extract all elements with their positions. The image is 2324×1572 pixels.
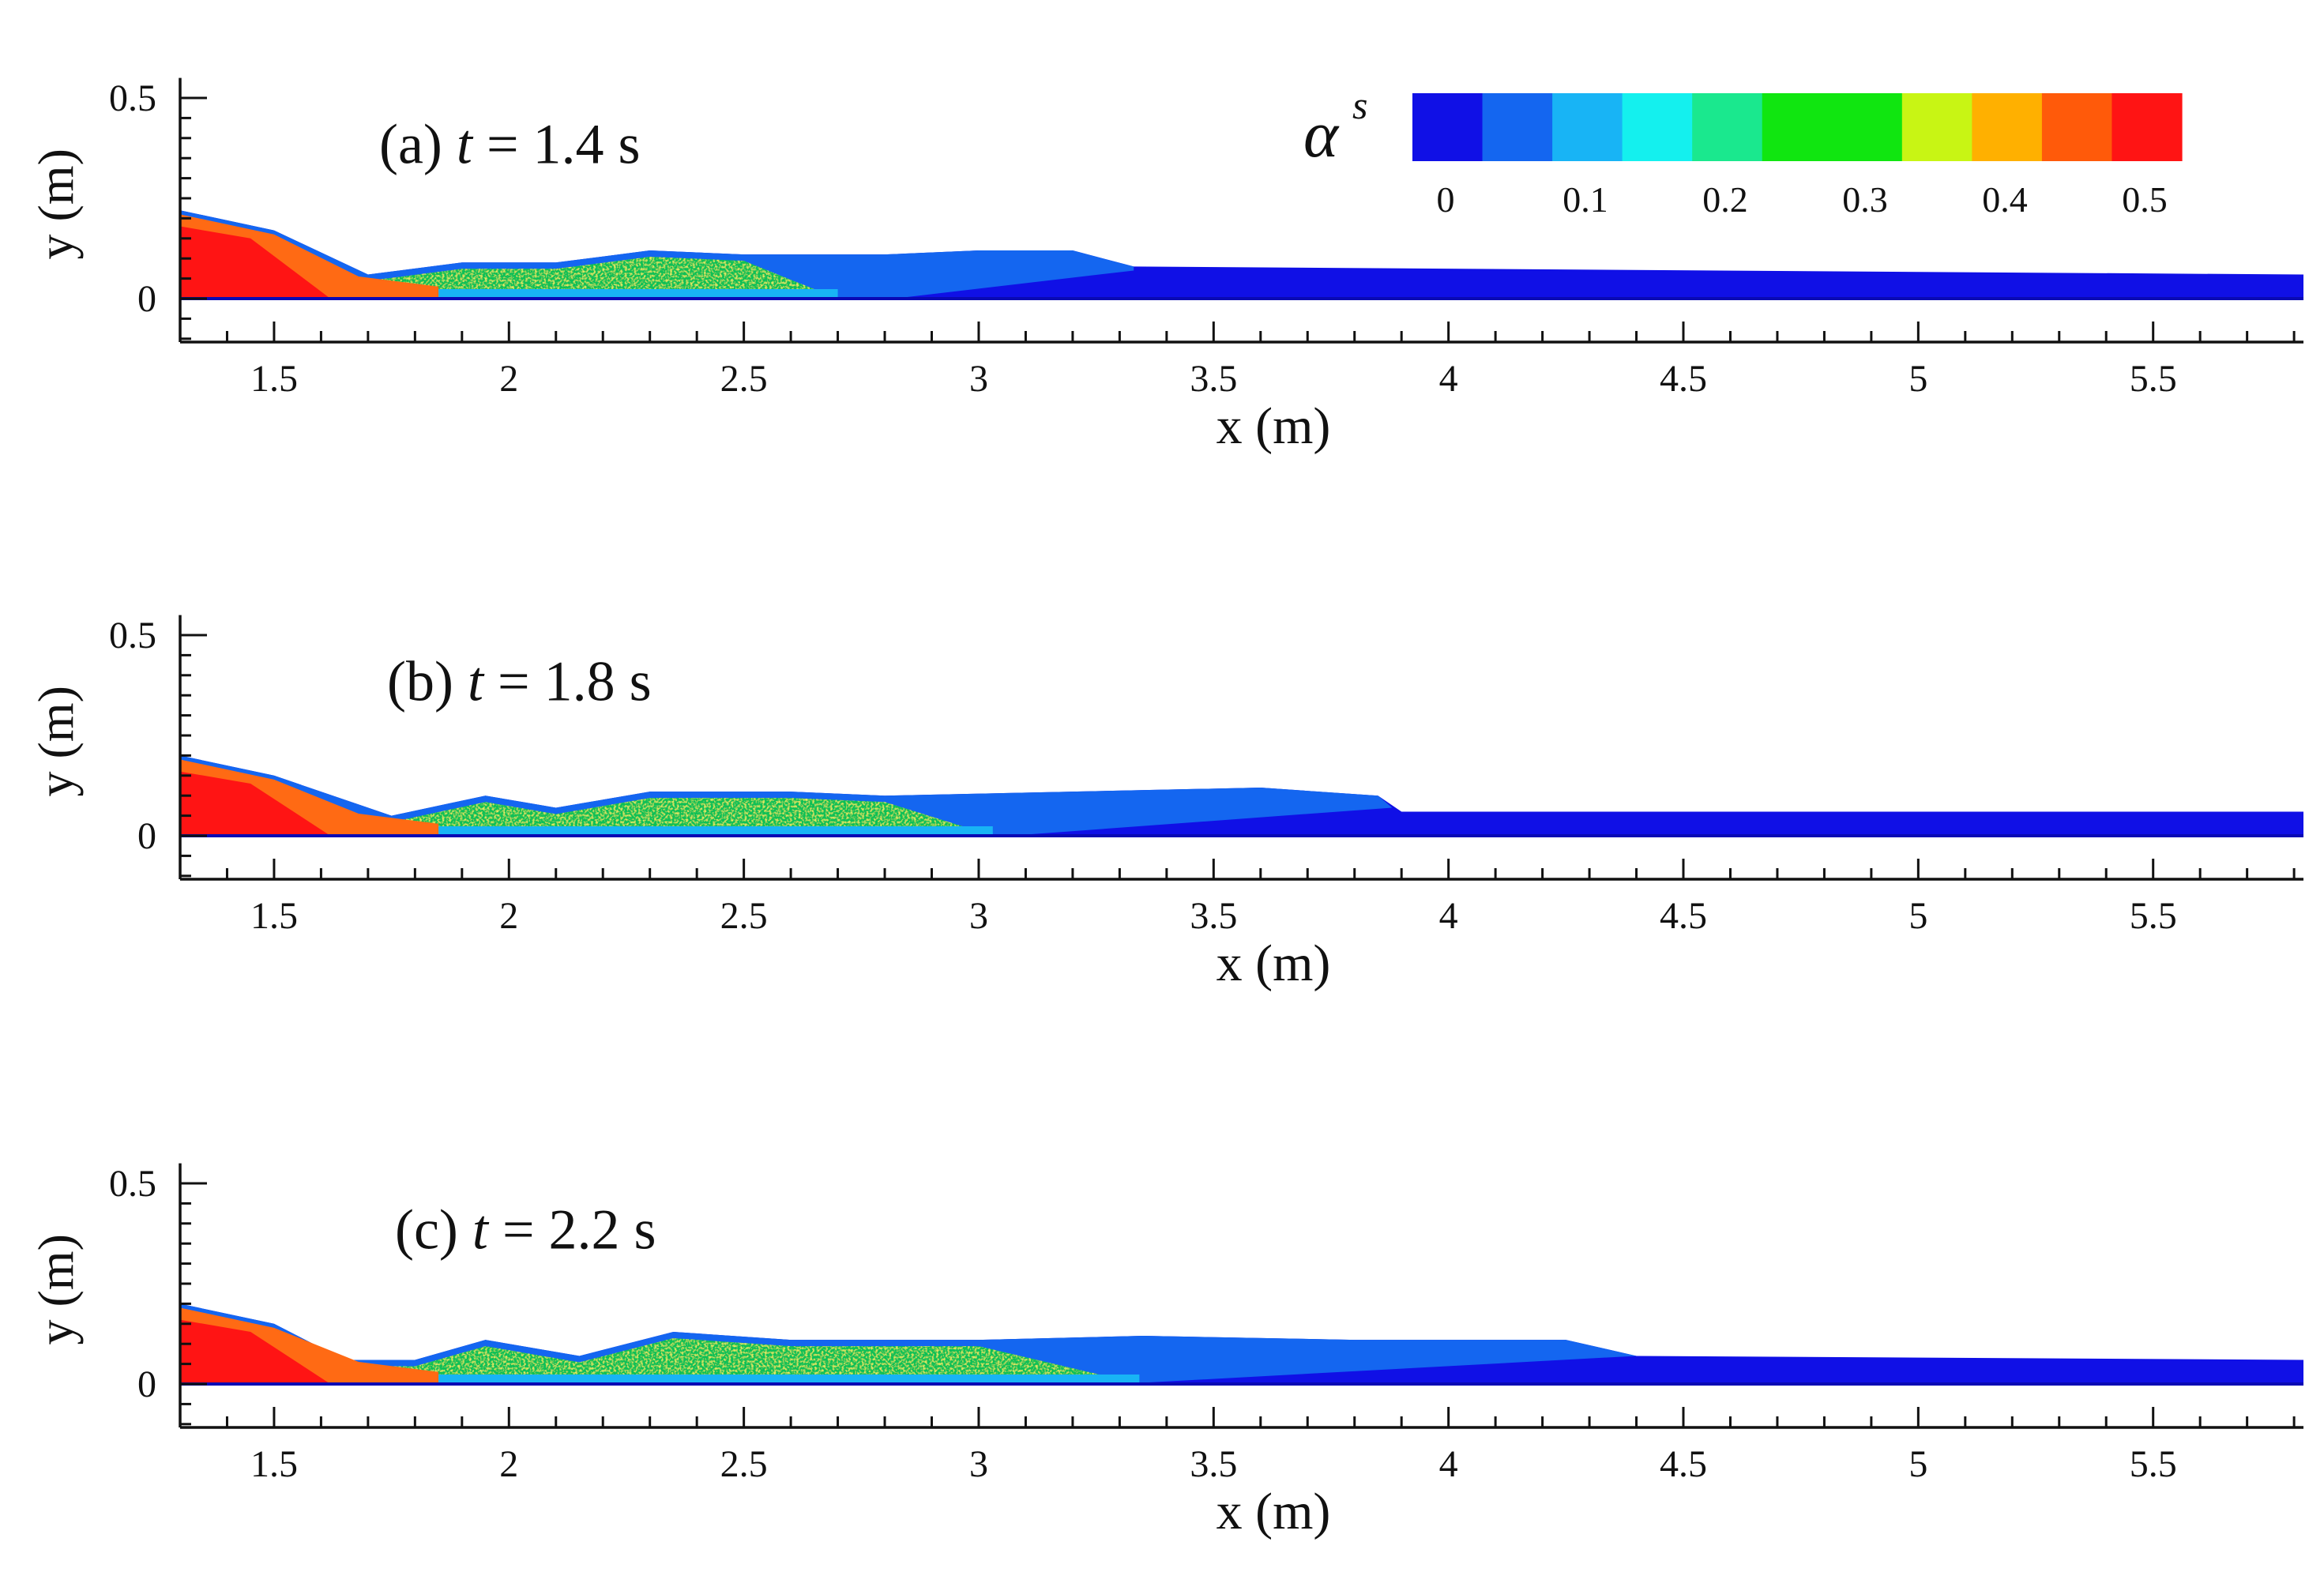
sediment-core (180, 1319, 331, 1384)
colorbar-tick-label: 0.5 (2122, 179, 2168, 220)
mixing-zone (321, 257, 838, 299)
colorbar-swatch-7 (1901, 93, 1972, 161)
x-tick-label: 4 (1439, 358, 1458, 400)
panel-label: (a) t = 1.4 s (379, 113, 641, 176)
time-symbol: t (472, 1198, 490, 1262)
x-tick-label: 5.5 (2130, 358, 2177, 400)
time-symbol: t (468, 650, 485, 713)
x-tick-label: 4.5 (1660, 358, 1707, 400)
time-value: = 2.2 s (488, 1198, 656, 1262)
panel-letter: (b) (387, 650, 468, 713)
colorbar-tick-label: 0 (1437, 179, 1455, 220)
colorbar-superscript: s (1352, 83, 1367, 127)
colorbar-swatch-4 (1692, 93, 1763, 161)
x-tick-label: 1.5 (250, 895, 298, 937)
y-tick-label: 0 (137, 278, 156, 320)
colorbar-swatch-10 (2112, 93, 2183, 161)
x-tick-label: 1.5 (250, 358, 298, 400)
mixing-bed (424, 289, 838, 299)
colorbar-tick-label: 0.1 (1562, 179, 1608, 220)
mixing-bed (424, 826, 993, 836)
panel-letter: (a) (379, 113, 457, 176)
mixing-zone (321, 1337, 1140, 1384)
x-tick-label: 5 (1908, 1443, 1927, 1485)
colorbar-tick-label: 0.4 (1982, 179, 2028, 220)
x-tick-label: 3.5 (1190, 895, 1237, 937)
sediment-core (180, 226, 331, 299)
x-tick-label: 3.5 (1190, 1443, 1237, 1485)
colorbar-swatch-3 (1622, 93, 1693, 161)
x-tick-label: 2.5 (720, 895, 768, 937)
colorbar-swatch-1 (1482, 93, 1553, 161)
panel-b: 1.5 2 2.5 3 3.5 4 4.5 5 5.5 0 0.5 x (m) y (m) (b) t =… (28, 615, 2303, 992)
flow-field (180, 755, 2303, 837)
colorbar-swatch-0 (1412, 93, 1484, 161)
x-tick-label: 2.5 (720, 1443, 768, 1485)
panel-letter: (c) (395, 1198, 472, 1262)
flow-field (180, 210, 2303, 300)
y-axis-title: y (m) (28, 149, 84, 259)
colorbar-swatch-2 (1552, 93, 1623, 161)
x-tick-label: 5.5 (2130, 895, 2177, 937)
x-tick-label: 5 (1908, 895, 1927, 937)
x-tick-label: 1.5 (250, 1443, 298, 1485)
y-tick-label: 0.5 (109, 615, 156, 656)
x-tick-label: 4 (1439, 1443, 1458, 1485)
time-symbol: t (457, 113, 474, 176)
sediment-core (180, 771, 331, 836)
y-axis-title: y (m) (28, 1234, 84, 1344)
x-tick-label: 4 (1439, 895, 1458, 937)
panel-a: 1.5 2 2.5 3 3.5 4 4.5 5 5.5 0 0.5 x (m) y (m) (a) t =… (28, 77, 2303, 455)
x-tick-label: 2 (499, 1443, 518, 1485)
mixing-bed (424, 1375, 1140, 1384)
colorbar-swatch-6 (1832, 93, 1903, 161)
panel-label: (c) t = 2.2 s (395, 1198, 656, 1262)
x-tick-label: 5 (1908, 358, 1927, 400)
x-tick-label: 2 (499, 895, 518, 937)
colorbar-swatch-5 (1762, 93, 1833, 161)
y-tick-label: 0.5 (109, 77, 156, 119)
x-axis-title: x (m) (1217, 935, 1331, 992)
colorbar-swatch-9 (2041, 93, 2113, 161)
x-tick-label: 4.5 (1660, 1443, 1707, 1485)
x-tick-label: 3 (969, 1443, 988, 1485)
colorbar-tick-label: 0.3 (1842, 179, 1888, 220)
x-tick-label: 3 (969, 895, 988, 937)
axes: 1.5 2 2.5 3 3.5 4 4.5 5 5.5 0 0.5 x (m) y (m) (28, 77, 2303, 455)
y-axis-title: y (m) (28, 686, 84, 796)
x-axis-title: x (m) (1217, 1483, 1331, 1540)
x-tick-label: 3 (969, 358, 988, 400)
colorbar-tick-labels: 0 0.1 0.2 0.3 0.4 0.5 (1437, 179, 2168, 220)
x-tick-label: 3.5 (1190, 358, 1237, 400)
panel-label: (b) t = 1.8 s (387, 650, 652, 713)
x-tick-label: 2.5 (720, 358, 768, 400)
x-tick-label: 2 (499, 358, 518, 400)
y-tick-label: 0.5 (109, 1163, 156, 1205)
panel-c: 1.5 2 2.5 3 3.5 4 4.5 5 5.5 0 0.5 x (m) y (m) (c) t =… (28, 1163, 2303, 1540)
x-tick-label: 5.5 (2130, 1443, 2177, 1485)
time-value: = 1.4 s (472, 113, 641, 176)
flow-field (180, 1303, 2303, 1386)
colorbar-tick-label: 0.2 (1702, 179, 1748, 220)
colorbar-symbol: α (1303, 98, 1340, 171)
colorbar: α s 0 0.1 0.2 0.3 0.4 0.5 (1303, 83, 2183, 220)
colorbar-swatch-8 (1972, 93, 2043, 161)
time-value: = 1.8 s (483, 650, 652, 713)
x-tick-label: 4.5 (1660, 895, 1707, 937)
y-tick-label: 0 (137, 1363, 156, 1405)
colorbar-swatches (1412, 93, 2183, 161)
axes: 1.5 2 2.5 3 3.5 4 4.5 5 5.5 0 0.5 x (m) y (m) (28, 615, 2303, 992)
y-tick-label: 0 (137, 815, 156, 857)
x-axis-title: x (m) (1217, 397, 1331, 455)
panels: 1.5 2 2.5 3 3.5 4 4.5 5 5.5 0 0.5 x (m) y (m) (a) t =… (28, 77, 2303, 1540)
axes: 1.5 2 2.5 3 3.5 4 4.5 5 5.5 0 0.5 x (m) y (m) (28, 1163, 2303, 1540)
